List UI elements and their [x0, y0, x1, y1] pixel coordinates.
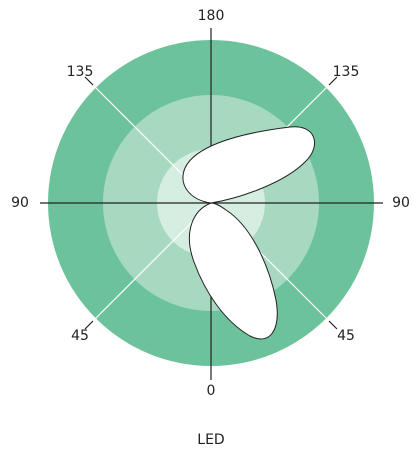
lower-lobe	[189, 202, 278, 340]
angle-label: 135	[67, 64, 94, 80]
tick	[84, 320, 94, 330]
tick	[84, 76, 94, 86]
angle-label: 90	[392, 195, 410, 211]
angle-label: 180	[198, 8, 225, 24]
angle-label: 45	[71, 328, 89, 344]
angle-label: 0	[207, 383, 216, 399]
angle-label: 45	[337, 328, 355, 344]
tick	[328, 76, 338, 86]
caption: LED	[197, 432, 224, 448]
upper-lobe	[182, 126, 315, 204]
angle-label: 135	[333, 64, 360, 80]
tick	[328, 320, 338, 330]
angle-label: 90	[11, 195, 29, 211]
